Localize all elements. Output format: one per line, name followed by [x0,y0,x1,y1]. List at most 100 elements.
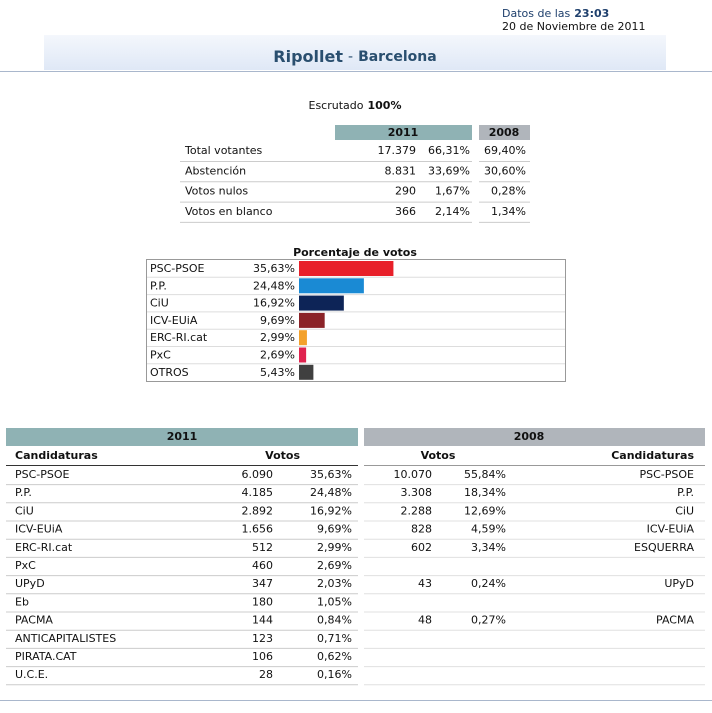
row-label: Abstención [185,164,246,177]
value-label: 24,48% [253,279,295,292]
bar [299,312,325,328]
row-label: Votos nulos [185,185,248,198]
update-date: 20 de Noviembre de 2011 [502,20,646,33]
votes: 460 [252,559,273,572]
votes-2008: 10.070 [394,468,433,481]
page-title: Ripollet - Barcelona [273,47,436,66]
party-2008: ICV-EUiA [647,523,695,536]
percent: 35,63% [310,468,352,481]
votes: 180 [252,595,273,608]
percent-2008: 18,34% [464,486,506,499]
province: Barcelona [358,49,437,65]
percent: 2,14% [435,205,470,218]
percent-2008: 0,24% [471,577,506,590]
year: 2008 [514,430,545,443]
col-header: Candidaturas [611,449,694,462]
percent-2008: 30,60% [484,164,526,177]
percent: 1,67% [435,185,470,198]
percent: 0,62% [317,650,352,663]
votes: 2.892 [242,504,274,517]
head-2011 [6,428,358,446]
separator: - [348,49,353,65]
percent: 66,31% [428,144,470,157]
col-header: Votos [421,449,456,462]
votes: 8.831 [385,164,417,177]
party-2008: PACMA [656,614,694,627]
votes: 28 [259,668,273,681]
value-label: 5,43% [260,366,295,379]
votes-2008: 602 [411,541,432,554]
percent: 2,99% [317,541,352,554]
percent-2008: 55,84% [464,468,506,481]
percent: 0,16% [317,668,352,681]
col-year: 2008 [489,126,520,139]
votes-2008: 48 [418,614,432,627]
value-label: 2,99% [260,331,295,344]
party-2008: ESQUERRA [634,541,694,554]
bar-label: OTROS [150,366,189,379]
party: CiU [15,504,34,517]
percent-2008: 69,40% [484,144,526,157]
header-band [44,35,666,70]
percent-2008: 12,69% [464,504,506,517]
bar-label: PSC-PSOE [150,262,205,275]
bar-label: P.P. [150,279,167,292]
votes-2008: 2.288 [401,504,433,517]
votes: 17.379 [378,144,417,157]
party: UPyD [15,577,45,590]
party-2008: UPyD [664,577,694,590]
votes: 144 [252,614,273,627]
votes-2008: 3.308 [401,486,433,499]
percent: 33,69% [428,164,470,177]
bar [299,364,314,380]
value-label: 35,63% [253,262,295,275]
percent-2008: 0,27% [471,614,506,627]
chart-box [146,259,566,382]
party: ERC-RI.cat [15,541,73,554]
votes: 106 [252,650,273,663]
bar [299,330,307,346]
votes: 1.656 [242,523,274,536]
percent-2008: 0,28% [491,185,526,198]
time: 23:03 [574,7,609,20]
municipality: Ripollet [273,47,343,66]
scrutiny-label: Escrutado [309,99,364,112]
value-label: 16,92% [253,297,295,310]
percent: 16,92% [310,504,352,517]
votes: 123 [252,632,273,645]
bar-label: ERC-RI.cat [150,331,208,344]
votes: 512 [252,541,273,554]
year: 2011 [167,430,198,443]
percent: 24,48% [310,486,352,499]
percent: 2,69% [317,559,352,572]
party-2008: P.P. [677,486,694,499]
percent-2008: 4,59% [471,523,506,536]
votes: 4.185 [242,486,274,499]
votes: 347 [252,577,273,590]
bar [299,347,307,363]
col-header: Votos [265,449,300,462]
votes-2008: 828 [411,523,432,536]
party: ANTICAPITALISTES [15,632,116,645]
percent: 1,05% [317,595,352,608]
party: P.P. [15,486,32,499]
percent: 0,71% [317,632,352,645]
scrutiny-value: 100% [368,99,402,112]
col-year: 2011 [388,126,419,139]
percent: 9,69% [317,523,352,536]
votes-2008: 43 [418,577,432,590]
col-header: Candidaturas [15,449,98,462]
party-2008: PSC-PSOE [640,468,695,481]
votes: 290 [395,185,416,198]
percent-2008: 1,34% [491,205,526,218]
value-label: 2,69% [260,349,295,362]
party: PIRATA.CAT [15,650,77,663]
col-head-2008 [479,125,530,140]
row-label: Total votantes [184,144,263,157]
bar-label: ICV-EUiA [150,314,198,327]
party: PSC-PSOE [15,468,70,481]
party: PACMA [15,614,53,627]
votes: 366 [395,205,416,218]
